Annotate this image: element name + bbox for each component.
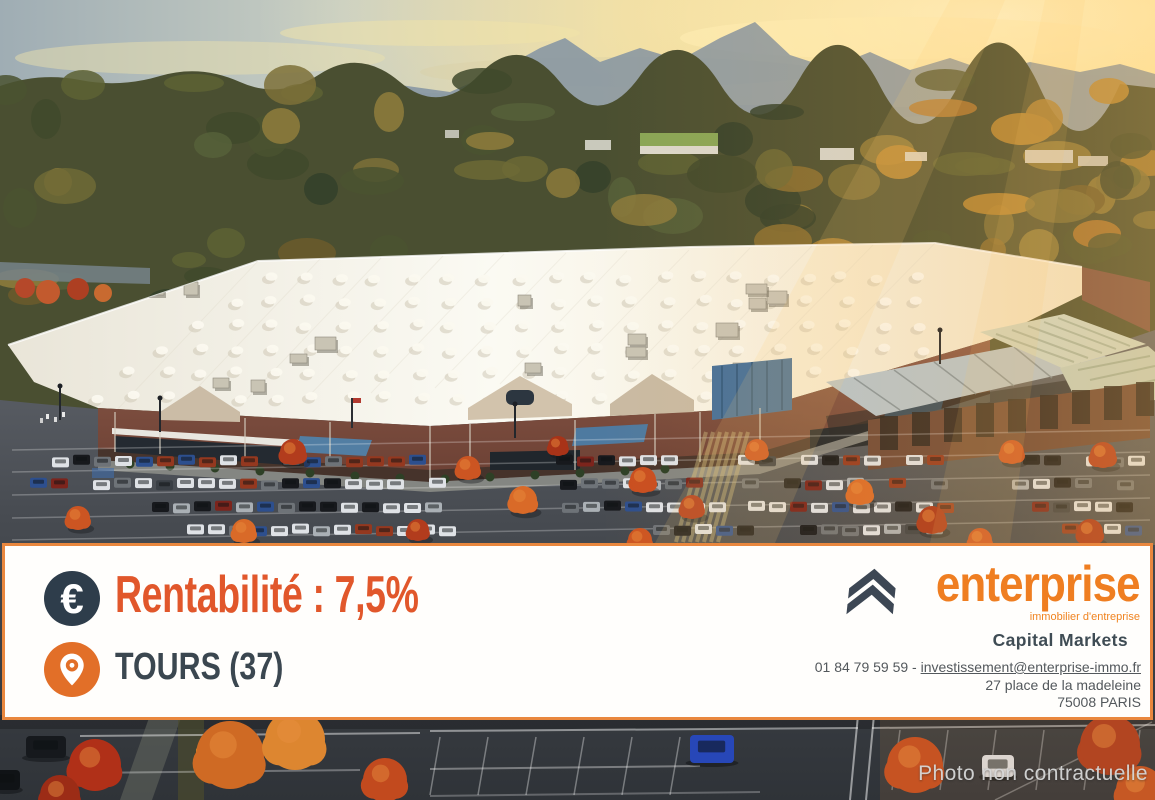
- brand-name: enterprise: [936, 556, 1141, 612]
- contact-block: 01 84 79 59 59 - investissement@enterpri…: [815, 659, 1141, 712]
- address-line-1: 27 place de la madeleine: [985, 676, 1141, 693]
- company-logo: enterprise immobilier d'entreprise: [843, 556, 1141, 623]
- euro-icon: €: [44, 571, 100, 626]
- brand-tagline: immobilier d'entreprise: [1029, 611, 1140, 623]
- info-banner: € Rentabilité : 7,5% TOURS (37) enterpri…: [2, 543, 1153, 720]
- address-line-2: 75008 PARIS: [1057, 694, 1141, 710]
- separator: -: [908, 659, 921, 675]
- phone-number: 01 84 79 59 59: [814, 659, 909, 675]
- division-label: Capital Markets: [992, 630, 1128, 650]
- email-link[interactable]: investissement@enterprise-immo.fr: [920, 659, 1141, 675]
- pin-glyph: [60, 653, 84, 686]
- location-text: TOURS (37): [115, 646, 284, 688]
- euro-glyph: €: [60, 574, 84, 622]
- contact-line-phone-email: 01 84 79 59 59 - investissement@enterpri…: [815, 659, 1141, 677]
- double-chevron-icon: [846, 568, 896, 615]
- photo-disclaimer: Photo non contractuelle: [918, 762, 1148, 785]
- location-pin-icon: [44, 642, 100, 697]
- rentability-text: Rentabilité : 7,5%: [115, 566, 419, 624]
